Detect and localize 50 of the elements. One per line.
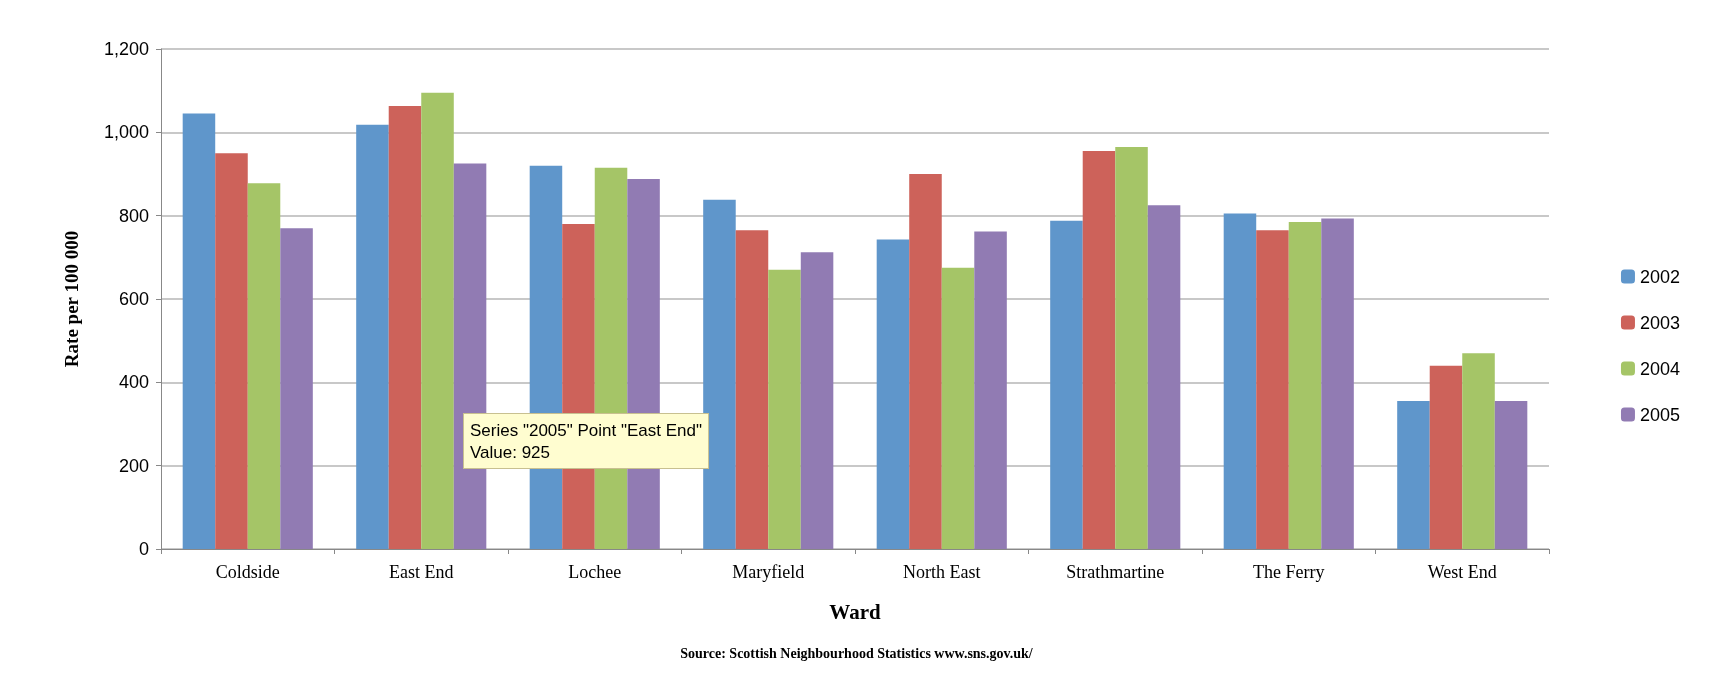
- annotation: Series "2005" Point "East End" Value: 925: [470, 420, 703, 462]
- y-tick-label: 0: [138, 539, 149, 559]
- bar: [247, 183, 281, 549]
- x-tick-label: The Ferry: [1253, 562, 1325, 582]
- source-note: Source: Scottish Neighbourhood Statistics www.sns.gov.uk/: [680, 645, 1034, 661]
- y-tick-label: 600: [118, 289, 149, 309]
- bar: [1321, 218, 1354, 549]
- x-tick-label: West End: [1427, 562, 1497, 582]
- bar: [1050, 220, 1083, 549]
- bar: [356, 124, 389, 549]
- bar: [1397, 401, 1430, 549]
- x-tick-label: Coldside: [215, 562, 280, 582]
- bar: [182, 113, 216, 549]
- bar: [1288, 221, 1322, 549]
- legend-label: 2003: [1639, 312, 1680, 333]
- legend-label: 2004: [1639, 358, 1680, 379]
- bar: [1082, 151, 1116, 549]
- bar: [1147, 205, 1181, 549]
- y-tick-label: 1,000: [103, 122, 149, 143]
- bar: [1115, 146, 1148, 549]
- bar: [735, 230, 769, 549]
- bar: [1494, 401, 1528, 549]
- bar: [1429, 365, 1463, 549]
- legend-label: 2005: [1639, 404, 1680, 425]
- bar: [1223, 213, 1257, 549]
- bar: [388, 106, 422, 549]
- x-tick-label: Strathmartine: [1066, 562, 1165, 582]
- bar: [909, 174, 942, 549]
- x-tick-label: Lochee: [568, 562, 622, 582]
- bar: [421, 92, 454, 549]
- bar: [703, 199, 736, 549]
- y-tick-label: 1,200: [103, 39, 149, 59]
- bar: [941, 267, 975, 549]
- bar: [1256, 230, 1289, 549]
- bar: [974, 231, 1007, 549]
- bar: [1462, 353, 1495, 549]
- y-tick-label: 200: [118, 455, 149, 476]
- bar: [768, 269, 801, 549]
- x-tick-label: North East: [903, 562, 981, 582]
- bar: [280, 228, 313, 549]
- y-tick-label: 800: [118, 205, 149, 226]
- legend-label: 2002: [1639, 266, 1680, 287]
- x-tick-label: East End: [389, 562, 454, 582]
- x-axis-title: Ward: [829, 599, 881, 624]
- x-tick-label: Maryfield: [732, 562, 805, 582]
- bar: [800, 252, 834, 549]
- bar: [215, 153, 248, 549]
- y-tick-label: 400: [118, 372, 149, 393]
- bar: [876, 239, 910, 549]
- y-axis-title: Rate per 100 000: [61, 230, 82, 368]
